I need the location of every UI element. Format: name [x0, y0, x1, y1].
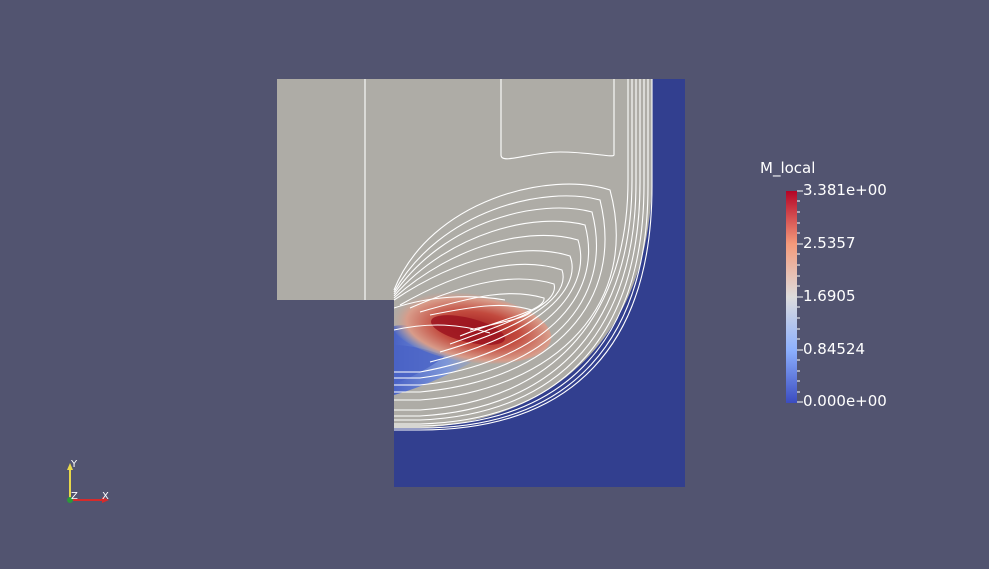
- x-axis-arrow: [102, 497, 109, 503]
- colorbar-tick-label: 0.000e+00: [803, 392, 887, 410]
- x-axis-label: X: [102, 491, 109, 502]
- z-axis-label: Z: [71, 491, 78, 502]
- colorbar-gradient: [786, 191, 797, 403]
- contour-lines: [364, 79, 653, 431]
- colorbar-ticks: [797, 190, 803, 403]
- orientation-axes: [67, 463, 109, 503]
- y-axis-label: Y: [71, 459, 78, 470]
- colorbar-tick-label: 2.5357: [803, 234, 856, 252]
- colorbar-tick-label: 0.84524: [803, 340, 866, 358]
- colorbar-title: M_local: [760, 159, 816, 177]
- colorbar-tick-label: 3.381e+00: [803, 181, 887, 199]
- z-axis-dot: [67, 497, 73, 503]
- y-axis-arrow: [67, 463, 73, 470]
- colorbar-tick-label: 1.6905: [803, 287, 856, 305]
